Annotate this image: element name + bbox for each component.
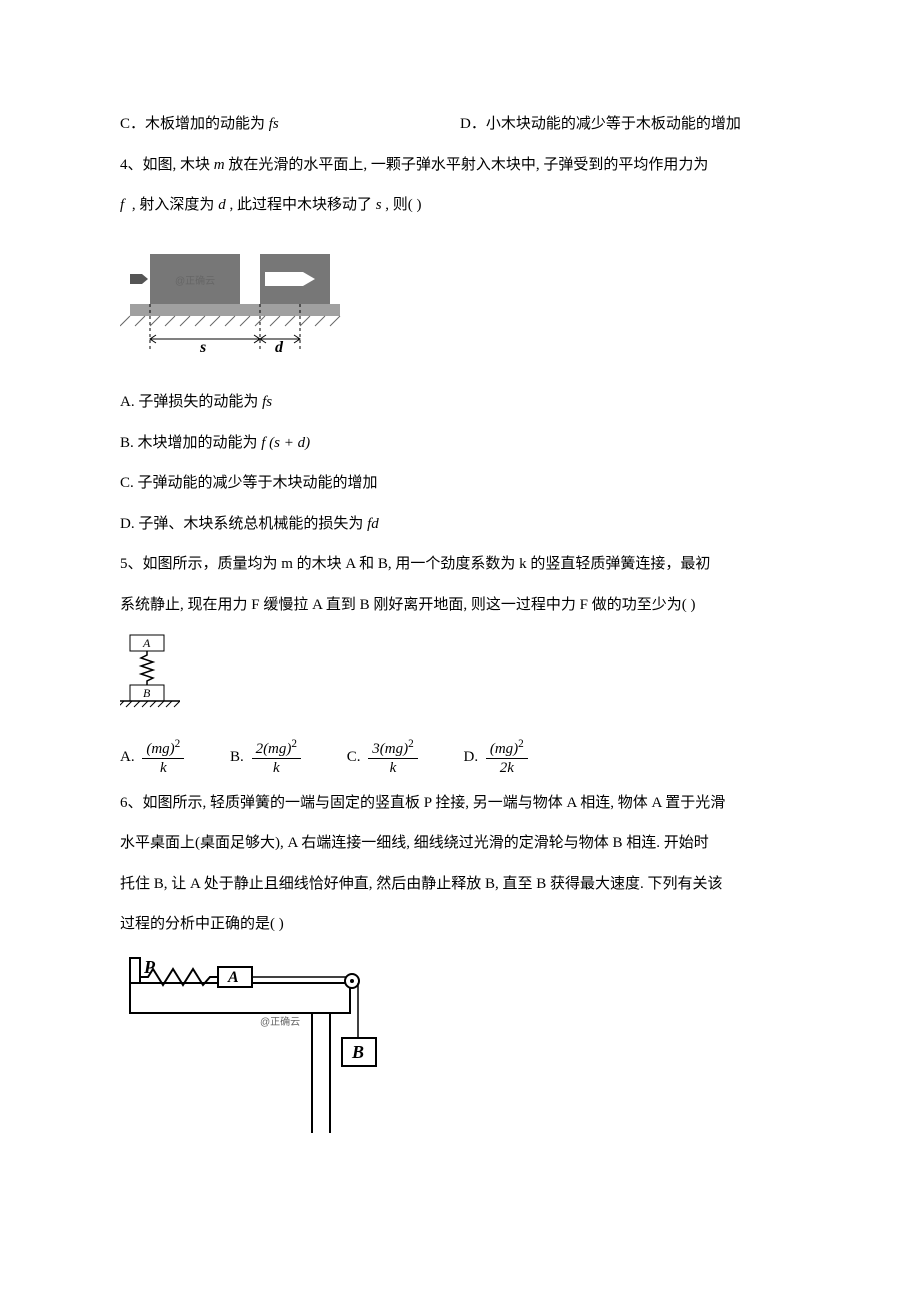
q6-prompt-line3: 托住 B, 让 A 处于静止且细线恰好伸直, 然后由静止释放 B, 直至 B 获… xyxy=(120,870,800,899)
q4-prompt-line2: f , 射入深度为 d , 此过程中木块移动了 s , 则( ) xyxy=(120,191,800,220)
q4-figure: @正确云 s d xyxy=(120,234,800,375)
q5-opt-b-label: B. xyxy=(230,748,244,764)
q5-prompt-line1: 5、如图所示，质量均为 m 的木块 A 和 B, 用一个劲度系数为 k 的竖直轻… xyxy=(120,550,800,579)
q5-option-a[interactable]: A. (mg)2k xyxy=(120,738,188,777)
q5-opt-d-num: (mg) xyxy=(490,741,518,757)
q5-opt-b-den: k xyxy=(252,759,301,777)
q6-figure: P A B @正确云 xyxy=(120,953,800,1144)
q4-figure-watermark: @正确云 xyxy=(175,274,215,287)
q6-prompt-line4: 过程的分析中正确的是( ) xyxy=(120,910,800,939)
q5-opt-d-label: D. xyxy=(463,748,478,764)
q4-option-d-text: D. 子弹、木块系统总机械能的损失为 xyxy=(120,516,367,532)
q4-option-a-var: fs xyxy=(262,394,272,410)
q6-figure-watermark: @正确云 xyxy=(260,1015,300,1028)
q6-prompt-line1: 6、如图所示, 轻质弹簧的一端与固定的竖直板 P 拴接, 另一端与物体 A 相连… xyxy=(120,789,800,818)
q5-opt-a-label: A. xyxy=(120,748,135,764)
q4-option-a-text: A. 子弹损失的动能为 xyxy=(120,394,262,410)
q5-opt-a-num: (mg) xyxy=(146,741,174,757)
q5-opt-b-num: 2(mg) xyxy=(256,741,292,757)
q5-prompt-line2: 系统静止, 现在用力 F 缓慢拉 A 直到 B 刚好离开地面, 则这一过程中力 … xyxy=(120,591,800,620)
q3-option-c[interactable]: C．木板增加的动能为 fs xyxy=(120,110,460,139)
q3-option-c-var: fs xyxy=(269,116,279,132)
q3-option-d[interactable]: D．小木块动能的减少等于木板动能的增加 xyxy=(460,110,741,139)
q4-option-c-text: C. 子弹动能的减少等于木块动能的增加 xyxy=(120,475,378,491)
q6-prompt-line2: 水平桌面上(桌面足够大), A 右端连接一细线, 细线绕过光滑的定滑轮与物体 B… xyxy=(120,829,800,858)
q5-opt-c-label: C. xyxy=(347,748,361,764)
q4-prompt-l2b: , 此过程中木块移动了 xyxy=(226,197,376,213)
q4-prompt-l1a: 4、如图, 木块 xyxy=(120,157,214,173)
q4-figure-label-s: s xyxy=(199,339,206,356)
q6-figure-label-b: B xyxy=(351,1042,364,1062)
q4-option-d[interactable]: D. 子弹、木块系统总机械能的损失为 fd xyxy=(120,510,800,539)
q4-figure-label-d: d xyxy=(275,339,284,356)
q4-option-b-var: f (s + d) xyxy=(261,435,310,451)
q5-opt-d-den: 2k xyxy=(486,759,528,777)
q4-option-a[interactable]: A. 子弹损失的动能为 fs xyxy=(120,388,800,417)
q3-option-c-text: C．木板增加的动能为 xyxy=(120,116,269,132)
q5-figure-label-a: A xyxy=(142,636,151,650)
q4-prompt-line1: 4、如图, 木块 m 放在光滑的水平面上, 一颗子弹水平射入木块中, 子弹受到的… xyxy=(120,151,800,180)
q5-option-d[interactable]: D. (mg)22k xyxy=(463,738,531,777)
q3-option-d-text: D．小木块动能的减少等于木板动能的增加 xyxy=(460,116,741,132)
q5-option-c[interactable]: C. 3(mg)2k xyxy=(347,738,422,777)
q4-var-d: d xyxy=(218,197,226,213)
q4-option-c[interactable]: C. 子弹动能的减少等于木块动能的增加 xyxy=(120,469,800,498)
q4-var-m: m xyxy=(214,157,225,173)
q4-option-d-var: fd xyxy=(367,516,379,532)
q4-option-b-text: B. 木块增加的动能为 xyxy=(120,435,261,451)
q6-figure-label-a: A xyxy=(227,969,239,986)
q5-figure: A B xyxy=(120,633,800,724)
q4-var-f: f xyxy=(120,197,124,213)
q5-option-b[interactable]: B. 2(mg)2k xyxy=(230,738,305,777)
q4-option-b[interactable]: B. 木块增加的动能为 f (s + d) xyxy=(120,429,800,458)
q5-opt-a-den: k xyxy=(142,759,184,777)
q4-prompt-l1b: 放在光滑的水平面上, 一颗子弹水平射入木块中, 子弹受到的平均作用力为 xyxy=(225,157,709,173)
q5-opt-c-den: k xyxy=(368,759,417,777)
q5-opt-c-num: 3(mg) xyxy=(372,741,408,757)
q4-prompt-l2c: , 则( ) xyxy=(382,197,422,213)
q5-figure-label-b: B xyxy=(143,686,151,700)
q4-prompt-l2a: , 射入深度为 xyxy=(128,197,218,213)
